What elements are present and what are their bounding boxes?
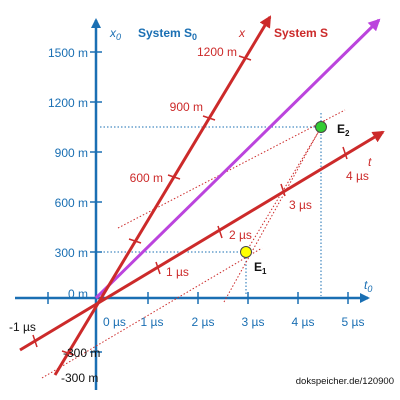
x-tick bbox=[61, 350, 75, 356]
t0-tick-label: 0 µs bbox=[103, 315, 126, 329]
t0-tick-label: 5 µs bbox=[342, 315, 365, 329]
red-tick-marks bbox=[32, 55, 348, 356]
t0-tick-label: 1 µs bbox=[141, 315, 164, 329]
x-tick-label: 900 m bbox=[170, 100, 203, 114]
x-tick-label: -300 m bbox=[61, 371, 98, 385]
event-1-marker bbox=[240, 246, 252, 258]
t-tick-label: 4 µs bbox=[346, 169, 369, 183]
x-tick bbox=[202, 115, 216, 121]
t-tick bbox=[155, 261, 161, 275]
t-tick-label: 1 µs bbox=[166, 265, 189, 279]
t-tick bbox=[280, 183, 286, 197]
x-axis bbox=[53, 15, 272, 376]
t-tick-label: 2 µs bbox=[229, 228, 252, 242]
system-s0-title: System S0 bbox=[138, 26, 197, 42]
event-2-label: E2 bbox=[337, 122, 350, 138]
x0-tick-label: 0 m bbox=[68, 287, 88, 301]
x-tick bbox=[128, 238, 142, 244]
system-s-title: System S bbox=[274, 26, 328, 40]
event-2-marker bbox=[315, 121, 327, 133]
t-tick bbox=[342, 146, 348, 160]
t0-tick-label: 2 µs bbox=[192, 315, 215, 329]
x-tick bbox=[167, 174, 181, 180]
t0-axis-label: t0 bbox=[364, 278, 372, 294]
x0-tick-label: 1500 m bbox=[48, 46, 88, 60]
t-tick-label: 3 µs bbox=[289, 198, 312, 212]
t-axis-label: t bbox=[368, 155, 372, 169]
t-axis bbox=[19, 130, 385, 352]
x-axis-label: x bbox=[238, 26, 246, 40]
x0-tick-label: -300 m bbox=[63, 346, 100, 360]
x-tick-label: 600 m bbox=[130, 171, 163, 185]
t0-tick-label: 4 µs bbox=[292, 315, 315, 329]
x0-tick-label: 1200 m bbox=[48, 96, 88, 110]
t0-tick-label: 3 µs bbox=[242, 315, 265, 329]
x0-axis-label: x0 bbox=[109, 26, 121, 42]
x-tick bbox=[238, 55, 252, 61]
x0-tick-label: 900 m bbox=[55, 146, 88, 160]
blue-tick-marks bbox=[47, 51, 349, 353]
x0-tick-label: 300 m bbox=[55, 246, 88, 260]
t0-tick-label: -1 µs bbox=[9, 320, 36, 334]
event-1-label: E1 bbox=[254, 260, 267, 276]
light-line bbox=[94, 18, 381, 300]
credit-text: dokspeicher.de/120900 bbox=[296, 376, 394, 387]
x-tick-label: 1200 m bbox=[197, 45, 237, 59]
t-tick bbox=[217, 225, 223, 239]
x0-tick-label: 600 m bbox=[55, 196, 88, 210]
t-tick bbox=[32, 334, 38, 348]
